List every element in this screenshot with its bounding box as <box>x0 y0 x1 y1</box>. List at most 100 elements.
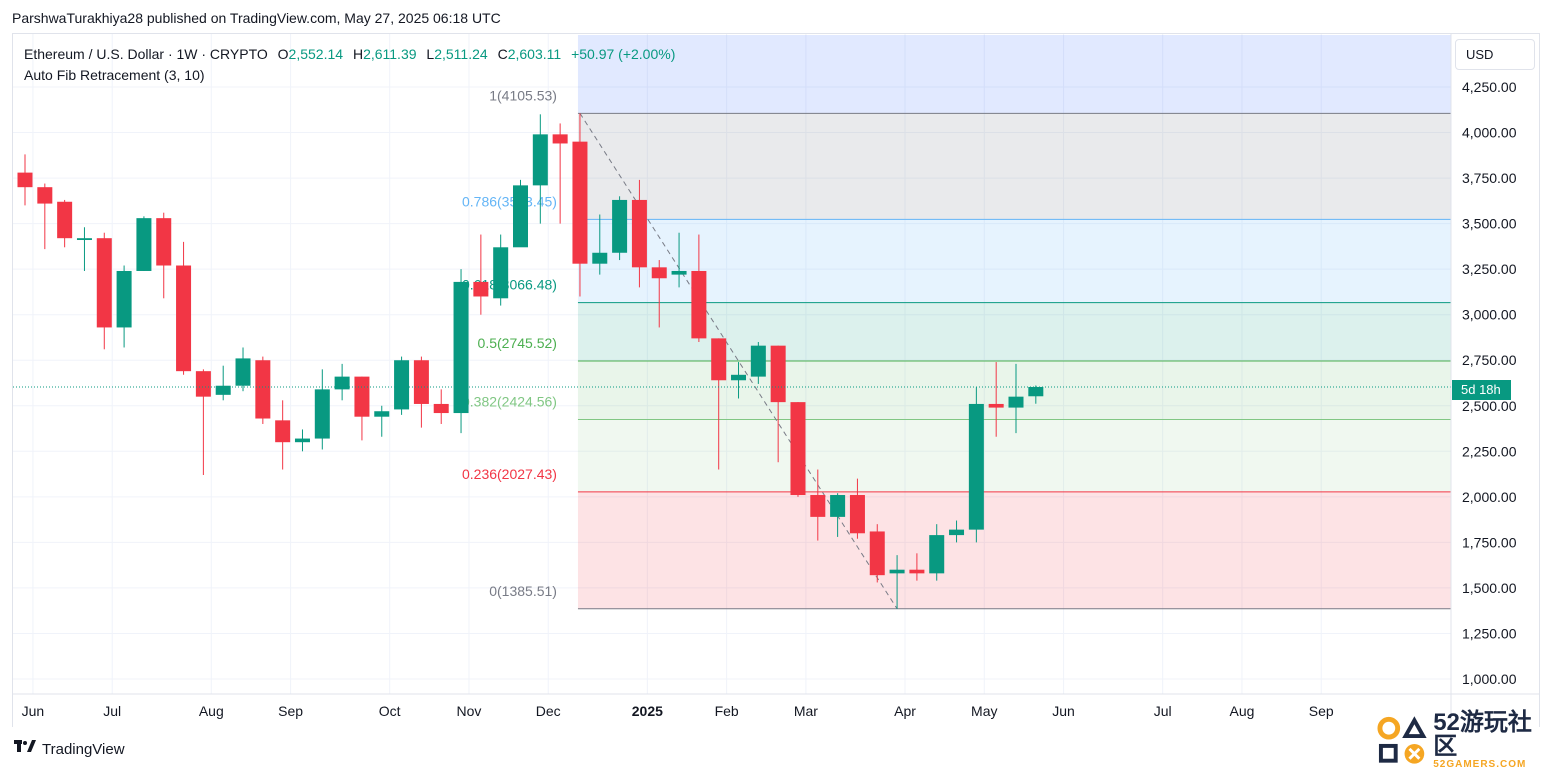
candle <box>96 232 112 350</box>
candle <box>294 429 310 452</box>
candle <box>473 234 489 315</box>
candle <box>810 469 826 541</box>
indicator-title[interactable]: Auto Fib Retracement (3, 10) <box>24 67 205 83</box>
fib-zone-0.5 <box>577 361 1451 420</box>
candle-body <box>473 281 489 297</box>
currency-selector[interactable]: USD <box>1455 39 1535 70</box>
candle <box>37 183 53 250</box>
x-tick-label: 2025 <box>632 703 663 719</box>
y-tick-label: 2,000.00 <box>1462 489 1517 505</box>
candle <box>988 362 1004 437</box>
x-tick-label: Jun <box>1052 703 1075 719</box>
candle <box>394 356 410 415</box>
candle <box>849 478 865 539</box>
close-label: C <box>497 46 508 62</box>
x-tick-label: Sep <box>278 703 303 719</box>
candle <box>770 345 786 463</box>
fib-zone-0.382 <box>577 419 1451 492</box>
y-tick-label: 2,750.00 <box>1462 352 1517 368</box>
candle <box>790 402 806 497</box>
x-tick-label: Jul <box>1154 703 1172 719</box>
y-tick-label: 1,500.00 <box>1462 580 1517 596</box>
candle <box>156 212 172 299</box>
low-label: L <box>426 46 435 62</box>
candle-body <box>374 411 390 417</box>
candle <box>651 260 667 328</box>
candle-body <box>354 376 370 417</box>
candle-body <box>909 569 925 574</box>
candle-body <box>711 338 727 381</box>
candle <box>453 269 469 434</box>
candle-body <box>255 360 271 419</box>
candle-body <box>949 529 965 536</box>
y-tick-label: 4,250.00 <box>1462 79 1517 95</box>
candle-body <box>195 371 211 397</box>
candle-body <box>453 281 469 414</box>
candle-body <box>750 345 766 377</box>
tradingview-logo[interactable]: TradingView <box>14 740 125 758</box>
candle <box>750 342 766 384</box>
open-value: 2,552.14 <box>288 46 344 62</box>
candle <box>909 553 925 581</box>
fib-label-0: 0(1385.51) <box>489 583 557 599</box>
candle-body <box>235 358 251 386</box>
tradingview-logo-icon <box>14 740 36 758</box>
candle-body <box>394 360 410 410</box>
high-value: 2,611.39 <box>363 46 417 62</box>
fib-label-0.236: 0.236(2027.43) <box>462 466 557 482</box>
candle-body <box>830 495 846 517</box>
candle-body <box>136 218 152 271</box>
watermark-logo-icon <box>1377 715 1427 764</box>
candle-body <box>691 270 707 339</box>
candle <box>136 216 152 271</box>
x-tick-label: Sep <box>1309 703 1334 719</box>
open-label: O <box>277 46 289 62</box>
candle-body <box>572 141 588 264</box>
candle <box>731 362 747 399</box>
candle-body <box>96 238 112 328</box>
x-tick-label: Feb <box>715 703 739 719</box>
candle-body <box>433 403 449 414</box>
candle <box>314 369 330 450</box>
candle <box>968 387 984 543</box>
watermark-subtext: 52GAMERS.COM <box>1433 759 1527 770</box>
x-tick-label: Apr <box>894 703 916 719</box>
candle-body <box>929 535 945 574</box>
fib-zone-0.786 <box>577 219 1451 303</box>
candle <box>215 365 231 401</box>
candle-body <box>413 360 429 404</box>
candle <box>275 400 291 470</box>
publish-line: ParshwaTurakhiya28 published on TradingV… <box>12 10 501 26</box>
y-tick-label: 4,000.00 <box>1462 125 1517 141</box>
candle <box>354 376 370 441</box>
x-tick-label: Mar <box>794 703 818 719</box>
candle-body <box>532 134 548 186</box>
symbol-title[interactable]: Ethereum / U.S. Dollar · 1W · CRYPTO <box>24 46 268 62</box>
candle-body <box>275 420 291 443</box>
candle <box>532 114 548 224</box>
candle <box>235 347 251 392</box>
candle-body <box>968 403 984 530</box>
candle <box>889 555 905 609</box>
candle <box>195 369 211 475</box>
candle-body <box>592 252 608 264</box>
y-tick-label: 1,750.00 <box>1462 534 1517 550</box>
candle <box>949 520 965 543</box>
y-tick-label: 2,250.00 <box>1462 443 1517 459</box>
candle-body <box>790 402 806 496</box>
candle-body <box>513 185 528 248</box>
high-label: H <box>352 46 364 62</box>
fib-label-0.786: 0.786(3523.45) <box>462 193 557 209</box>
candle <box>552 123 568 224</box>
candle <box>612 196 628 261</box>
candle <box>1008 363 1024 434</box>
x-tick-label: May <box>971 703 997 719</box>
chart-frame <box>12 33 1540 727</box>
candle <box>929 524 945 581</box>
candle <box>671 232 687 288</box>
candle <box>255 356 271 424</box>
candle-body <box>889 569 905 574</box>
candle-body <box>731 374 747 381</box>
tradingview-brand-text: TradingView <box>42 740 125 758</box>
